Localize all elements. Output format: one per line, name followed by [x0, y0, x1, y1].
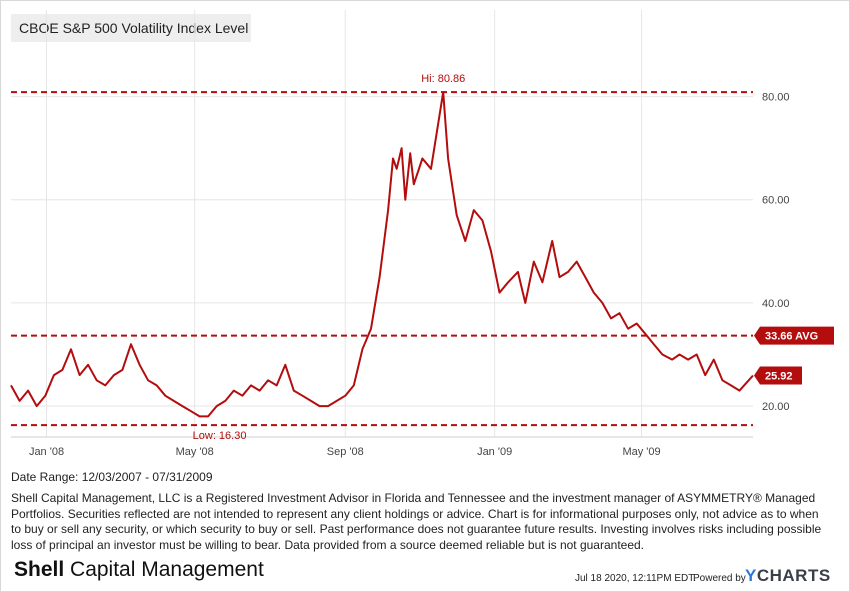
x-tick-label: May '09: [622, 446, 660, 458]
vix-series-line: [10, 91, 754, 418]
x-tick-label: Jan '08: [29, 446, 64, 458]
y-tick-label: 20.00: [762, 401, 790, 413]
average-badge: [754, 326, 834, 345]
ycharts-logo-y: Y: [745, 566, 757, 585]
chart-title: CBOE S&P 500 Volatility Index Level: [11, 14, 251, 42]
logo-bold-text: Shell: [14, 558, 65, 581]
ycharts-logo-rest: CHARTS: [756, 566, 831, 585]
last-value-badge: [754, 366, 802, 385]
y-tick-label: 60.00: [762, 195, 790, 207]
logo-rest-text: Capital Management: [64, 558, 264, 581]
ycharts-logo[interactable]: YCHARTS: [745, 566, 831, 586]
y-tick-label: 40.00: [762, 298, 790, 310]
company-logo: Shell Capital Management: [14, 558, 264, 582]
x-tick-label: Jan '09: [477, 446, 512, 458]
x-tick-label: Sep '08: [327, 446, 364, 458]
volatility-chart: 20.00 40.00 60.00 80.00 Jan '08 May '08 Sep '0…: [10, 10, 834, 458]
timestamp: Jul 18 2020, 12:11PM EDT.: [575, 573, 696, 584]
y-tick-label: 80.00: [762, 92, 790, 104]
high-label: Hi: 80.86: [421, 73, 465, 85]
powered-by-label: Powered by: [693, 573, 746, 584]
disclaimer-text: Shell Capital Management, LLC is a Regis…: [11, 491, 822, 552]
date-range: Date Range: 12/03/2007 - 07/31/2009: [11, 470, 213, 484]
x-tick-label: May '08: [176, 446, 214, 458]
last-value-label: 25.92: [765, 371, 793, 383]
low-label: Low: 16.30: [193, 430, 247, 442]
average-label: 33.66 AVG: [765, 331, 818, 343]
